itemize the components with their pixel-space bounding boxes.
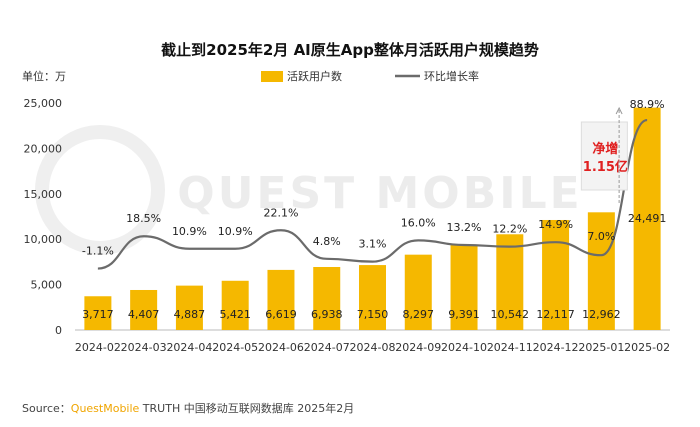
bar [359, 265, 386, 330]
bar-value-label: 4,407 [128, 308, 160, 321]
x-tick-label: 2024-03 [121, 341, 167, 354]
watermark-text: QUEST MOBILE [177, 168, 582, 219]
y-tick-label: 15,000 [24, 188, 63, 201]
y-tick-label: 10,000 [24, 233, 63, 246]
bar [313, 267, 341, 330]
bar-value-label: 12,117 [536, 308, 575, 321]
x-tick-label: 2025-01 [578, 341, 624, 354]
bar [587, 212, 615, 330]
y-tick-label: 0 [55, 324, 62, 337]
x-tick-label: 2024-09 [395, 341, 441, 354]
growth-rate-label: 7.0% [587, 230, 615, 243]
growth-rate-label: -1.1% [82, 245, 114, 258]
annotation-line2: 1.15亿 [583, 159, 628, 175]
bar-value-label: 7,150 [357, 308, 389, 321]
growth-rate-label: 16.0% [401, 216, 436, 229]
growth-rate-label: 12.2% [492, 223, 527, 236]
x-tick-label: 2024-02 [75, 341, 121, 354]
legend-line-label: 环比增长率 [424, 69, 479, 83]
bar [404, 254, 432, 330]
growth-rate-label: 14.9% [538, 218, 573, 231]
bar [633, 107, 661, 330]
growth-rate-label: 4.8% [313, 235, 341, 248]
x-tick-label: 2024-08 [350, 341, 396, 354]
legend-bar-label: 活跃用户数 [287, 69, 342, 83]
bar [267, 269, 295, 330]
bar-value-label: 9,391 [448, 308, 480, 321]
bar-value-label: 24,491 [628, 212, 667, 225]
bar-value-label: 8,297 [403, 308, 435, 321]
x-tick-label: 2024-06 [258, 341, 304, 354]
bar-value-label: 12,962 [582, 308, 621, 321]
bar [84, 296, 112, 330]
source-brand: QuestMobile [71, 402, 140, 415]
bar-value-label: 5,421 [219, 308, 251, 321]
x-tick-label: 2024-10 [441, 341, 487, 354]
bar [542, 219, 570, 330]
bar-value-label: 6,619 [265, 308, 297, 321]
bar-value-label: 10,542 [491, 308, 530, 321]
bar-value-label: 4,887 [174, 308, 206, 321]
x-tick-label: 2024-12 [533, 341, 579, 354]
bar [496, 234, 524, 330]
growth-rate-label: 18.5% [126, 212, 161, 225]
growth-rate-label: 13.2% [447, 221, 482, 234]
bar-value-label: 3,717 [82, 308, 114, 321]
source-text: Source：QuestMobile TRUTH 中国移动互联网数据库 2025… [22, 401, 354, 415]
bar [175, 285, 203, 330]
x-tick-label: 2024-07 [304, 341, 350, 354]
x-tick-label: 2024-11 [487, 341, 533, 354]
source-rest: TRUTH 中国移动互联网数据库 2025年2月 [139, 401, 354, 415]
growth-rate-label: 10.9% [172, 225, 207, 238]
growth-rate-label: 10.9% [218, 225, 253, 238]
bar [221, 280, 249, 330]
bar [130, 289, 158, 330]
annotation-box [580, 121, 628, 191]
growth-rate-label: 22.1% [263, 206, 298, 219]
annotation-arrow [615, 106, 623, 115]
y-tick-label: 5,000 [31, 279, 63, 292]
x-tick-label: 2025-02 [624, 341, 670, 354]
growth-line [97, 118, 648, 270]
x-tick-label: 2024-04 [166, 341, 212, 354]
x-tick-label: 2024-05 [212, 341, 258, 354]
watermark-logo [35, 125, 165, 255]
y-tick-label: 20,000 [24, 142, 63, 155]
growth-rate-label: 3.1% [359, 238, 387, 251]
growth-rate-label: 88.9% [630, 98, 665, 111]
source-prefix: Source： [22, 402, 71, 415]
unit-label: 单位：万 [22, 69, 66, 83]
bar-value-label: 6,938 [311, 308, 343, 321]
y-tick-label: 25,000 [24, 97, 63, 110]
chart-title: 截止到2025年2月 AI原生App整体月活跃用户规模趋势 [161, 41, 539, 59]
annotation-line1: 净增 [592, 141, 618, 157]
legend-bar-swatch [261, 71, 283, 82]
bar [450, 244, 478, 330]
